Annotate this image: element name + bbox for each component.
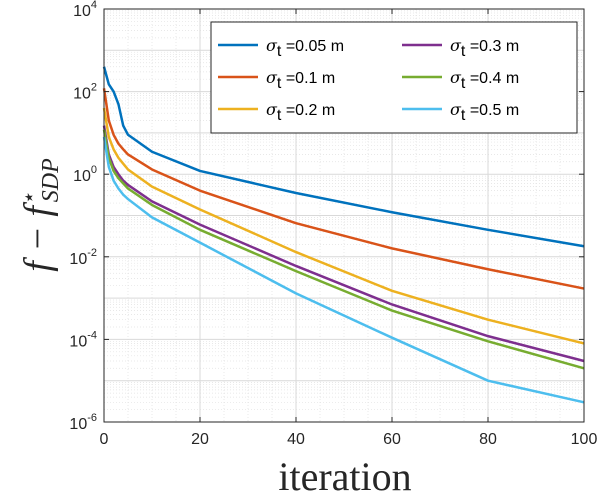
y-tick-label: 100 <box>73 164 97 185</box>
x-tick-labels: 0 20 40 60 80 100 <box>100 431 598 448</box>
axis-ticks <box>103 8 585 423</box>
axes-box <box>103 8 585 423</box>
legend-label: σt =0.05 m <box>266 36 344 60</box>
y-axis-label-main: f − f <box>17 202 59 272</box>
legend-label: σt =0.1 m <box>266 68 335 92</box>
x-axis-label: iteration <box>278 454 411 497</box>
legend: σt =0.05 m σt =0.1 m σt =0.2 m σt =0.3 m σt … <box>210 21 578 134</box>
y-tick-label: 10-4 <box>69 329 97 350</box>
x-tick-label: 100 <box>571 431 598 448</box>
series-line-6 <box>102 136 585 404</box>
legend-box <box>210 21 578 134</box>
y-tick-label: 10-6 <box>69 412 97 433</box>
y-axis-label: f − f⋆SDP <box>16 158 64 272</box>
series-lines <box>102 66 585 404</box>
y-tick-label: 104 <box>73 0 97 20</box>
series-line-2 <box>102 88 585 290</box>
legend-label: σt =0.5 m <box>450 100 519 124</box>
y-axis-label-sub: SDP <box>38 158 64 202</box>
legend-label: σt =0.2 m <box>266 100 335 124</box>
y-axis-label-sup: ⋆ <box>16 192 41 206</box>
x-tick-label: 40 <box>287 431 305 448</box>
series-line-4 <box>102 125 585 363</box>
legend-label: σt =0.3 m <box>450 36 519 60</box>
x-tick-label: 80 <box>479 431 497 448</box>
x-tick-label: 20 <box>191 431 209 448</box>
y-tick-label: 10-2 <box>69 247 97 268</box>
y-tick-labels: 10-6 10-4 10-2 100 102 104 <box>69 0 97 433</box>
series-line-1 <box>102 66 585 248</box>
x-tick-label: 60 <box>383 431 401 448</box>
series-line-5 <box>102 129 585 370</box>
y-tick-label: 102 <box>73 82 97 103</box>
series-line-3 <box>102 107 585 345</box>
x-tick-label: 0 <box>100 431 109 448</box>
legend-label: σt =0.4 m <box>450 68 519 92</box>
